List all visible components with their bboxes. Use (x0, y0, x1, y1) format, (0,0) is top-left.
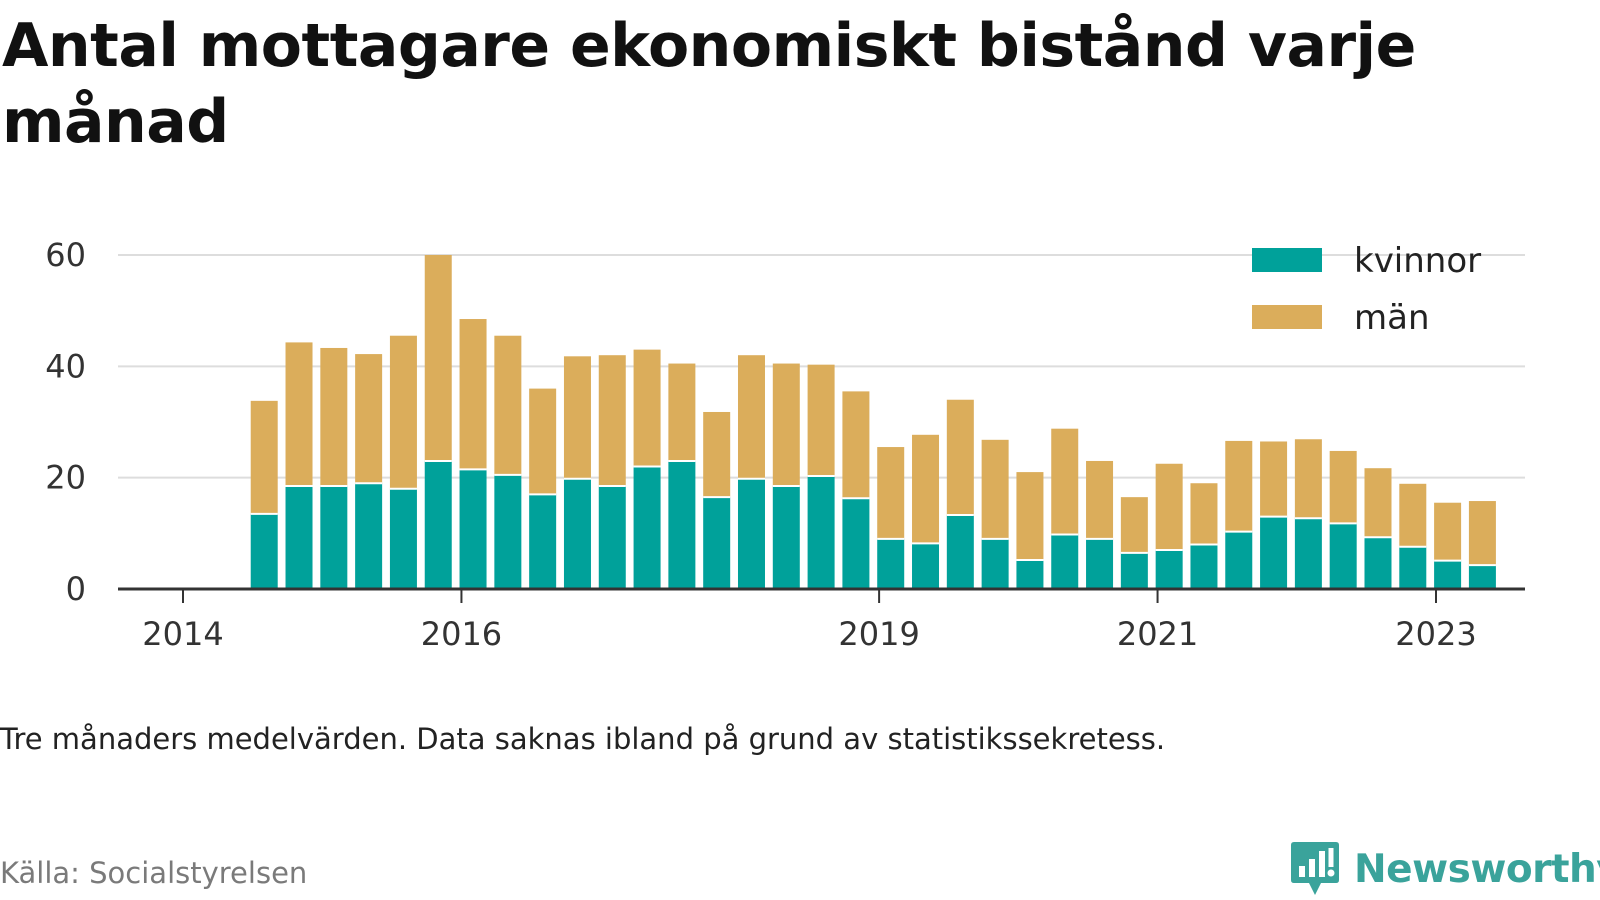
bar-man (668, 363, 696, 461)
bar-man (250, 400, 278, 514)
bar-kvinnor (563, 478, 591, 589)
brand-logo[interactable]: Newsworthy (1290, 840, 1600, 898)
x-tick-label: 2014 (142, 615, 223, 653)
bar-man (1051, 428, 1079, 535)
bar-kvinnor (1016, 560, 1044, 589)
x-tick-label: 2016 (421, 615, 502, 653)
bar-kvinnor (424, 460, 452, 589)
bar-kvinnor (1329, 523, 1357, 589)
bar-kvinnor (389, 488, 417, 589)
chart-title: Antal mottagare ekonomiskt bistånd varje… (2, 11, 1416, 157)
y-tick-label: 40 (45, 347, 86, 385)
bar-kvinnor (1260, 516, 1288, 589)
bar-kvinnor (772, 486, 800, 589)
bar-man (320, 347, 348, 487)
bar-kvinnor (1086, 538, 1114, 589)
bar-man (1016, 472, 1044, 561)
bar-man (877, 447, 905, 539)
bar-man (842, 391, 870, 499)
bar-kvinnor (320, 486, 348, 589)
bar-man (1468, 501, 1496, 566)
bar-man (598, 355, 626, 487)
bar-man (355, 354, 383, 484)
source-text: Källa: Socialstyrelsen (0, 856, 308, 890)
bar-man (424, 255, 452, 461)
bar-kvinnor (285, 486, 313, 589)
bar-kvinnor (598, 486, 626, 589)
bar-kvinnor (355, 483, 383, 589)
bar-kvinnor (1051, 534, 1079, 589)
bar-man (1225, 440, 1253, 532)
bar-kvinnor (494, 474, 522, 589)
chart-note: Tre månaders medelvärden. Data saknas ib… (0, 722, 1166, 756)
bar-man (1434, 502, 1462, 561)
bar-man (981, 439, 1009, 539)
bar-man (1364, 468, 1392, 538)
bar-man (1086, 460, 1114, 539)
bar-kvinnor (842, 498, 870, 589)
bar-man (807, 364, 835, 476)
bar-kvinnor (1190, 544, 1218, 589)
bar-man (1294, 439, 1322, 519)
y-tick-label: 60 (45, 236, 86, 274)
bar-man (563, 356, 591, 479)
bar-man (1329, 450, 1357, 524)
legend: kvinnor män (1252, 241, 1481, 338)
bar-kvinnor (912, 543, 940, 589)
bar-kvinnor (1120, 552, 1148, 589)
bar-kvinnor (981, 538, 1009, 589)
legend-label-kvinnor: kvinnor (1354, 241, 1481, 281)
bar-kvinnor (946, 514, 974, 589)
bar-kvinnor (1399, 546, 1427, 589)
bar-man (494, 335, 522, 475)
bar-man (633, 349, 661, 467)
bar-kvinnor (807, 475, 835, 589)
bar-kvinnor (529, 494, 557, 589)
bar-man (737, 355, 765, 479)
bar-kvinnor (459, 469, 487, 589)
y-tick-label: 0 (66, 570, 86, 608)
legend-swatch-man (1252, 305, 1322, 329)
bar-kvinnor (1434, 560, 1462, 589)
x-tick-label: 2019 (838, 615, 919, 653)
bars (250, 255, 1496, 589)
x-tick-label: 2021 (1117, 615, 1198, 653)
bar-man (1399, 483, 1427, 547)
newsworthy-logo-icon (1291, 842, 1339, 895)
axes: 0 20 40 60 2014 2016 2019 2021 2023 (45, 236, 1525, 653)
bar-man (946, 399, 974, 515)
x-tick-label: 2023 (1395, 615, 1476, 653)
brand-name: Newsworthy (1354, 846, 1600, 892)
bar-man (529, 388, 557, 495)
bar-man (285, 342, 313, 487)
bar-kvinnor (1364, 537, 1392, 589)
legend-swatch-kvinnor (1252, 248, 1322, 272)
bar-man (1260, 441, 1288, 517)
bar-kvinnor (250, 513, 278, 589)
bar-kvinnor (703, 497, 731, 589)
y-tick-label: 20 (45, 459, 86, 497)
bar-kvinnor (877, 538, 905, 589)
bar-man (1120, 497, 1148, 553)
bar-man (459, 319, 487, 470)
stacked-bar-chart: 0 20 40 60 2014 2016 2019 2021 2023 kvinnor män (45, 236, 1525, 653)
bar-man (912, 434, 940, 544)
legend-label-man: män (1354, 298, 1430, 338)
bar-kvinnor (668, 460, 696, 589)
bar-man (1190, 483, 1218, 545)
bar-man (389, 335, 417, 489)
bar-kvinnor (1468, 565, 1496, 589)
bar-kvinnor (1155, 550, 1183, 589)
bar-man (1155, 463, 1183, 551)
bar-kvinnor (1225, 531, 1253, 589)
bar-kvinnor (737, 478, 765, 589)
bar-man (772, 363, 800, 487)
bar-kvinnor (1294, 518, 1322, 589)
bar-man (703, 411, 731, 498)
bar-kvinnor (633, 466, 661, 589)
